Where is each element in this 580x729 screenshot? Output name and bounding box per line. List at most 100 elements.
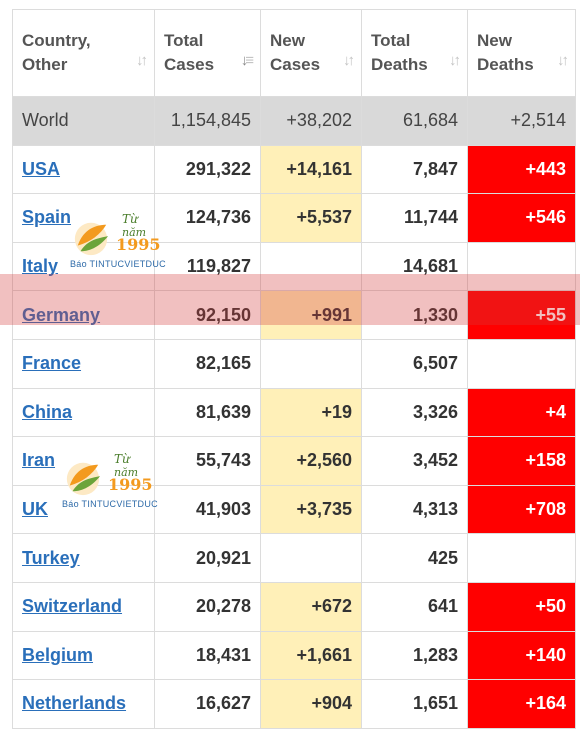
table-row: USA 291,322 +14,161 7,847 +443	[12, 144, 576, 195]
total-cases-cell: 41,903	[154, 484, 261, 535]
new-cases-cell: +19	[260, 387, 362, 438]
world-new-deaths: +2,514	[467, 96, 576, 146]
total-cases-cell: 20,278	[154, 581, 261, 632]
header-new-deaths[interactable]: New Deaths ↓↑	[467, 9, 576, 97]
country-link[interactable]: Italy	[22, 256, 59, 277]
total-cases-cell: 18,431	[154, 630, 261, 681]
table-row: France 82,165 6,507	[12, 338, 576, 389]
table-row: UK 41,903 +3,735 4,313 +708	[12, 484, 576, 535]
new-cases-cell: +14,161	[260, 144, 362, 195]
country-cell: USA	[12, 144, 155, 195]
total-cases-cell: 55,743	[154, 436, 261, 486]
sort-icon[interactable]: ↓↑	[557, 52, 569, 69]
table-row: Switzerland 20,278 +672 641 +50	[12, 581, 576, 632]
total-deaths-cell: 641	[361, 581, 468, 632]
new-deaths-cell	[467, 533, 576, 583]
new-deaths-cell: +443	[467, 144, 576, 195]
new-deaths-cell: +158	[467, 436, 576, 486]
total-deaths-cell: 1,283	[361, 630, 468, 681]
new-deaths-cell: +50	[467, 581, 576, 632]
new-deaths-cell: +164	[467, 679, 576, 729]
country-link[interactable]: Turkey	[22, 547, 80, 568]
total-cases-cell: 81,639	[154, 387, 261, 438]
country-link[interactable]: China	[22, 401, 73, 422]
world-label: World	[12, 96, 155, 146]
total-deaths-cell: 6,507	[361, 338, 468, 389]
country-link[interactable]: UK	[22, 499, 48, 520]
world-new-cases: +38,202	[260, 96, 362, 146]
sort-icon[interactable]: ↓↑	[136, 52, 148, 69]
new-deaths-cell: +140	[467, 630, 576, 681]
country-link[interactable]: Switzerland	[22, 596, 123, 617]
country-link[interactable]: Germany	[22, 304, 101, 325]
new-cases-cell	[260, 241, 362, 292]
new-deaths-cell	[467, 241, 576, 292]
total-cases-cell: 119,827	[154, 241, 261, 292]
country-link[interactable]: Belgium	[22, 644, 94, 665]
total-deaths-cell: 3,326	[361, 387, 468, 438]
total-deaths-cell: 14,681	[361, 241, 468, 292]
table-row: Germany 92,150 +991 1,330 +55	[12, 290, 576, 340]
country-cell: Italy	[12, 241, 155, 292]
table-row: Netherlands 16,627 +904 1,651 +164	[12, 679, 576, 729]
country-cell: China	[12, 387, 155, 438]
table-row: Italy 119,827 14,681	[12, 241, 576, 292]
total-deaths-cell: 11,744	[361, 193, 468, 243]
world-total-cases: 1,154,845	[154, 96, 261, 146]
total-deaths-cell: 425	[361, 533, 468, 583]
new-cases-cell: +904	[260, 679, 362, 729]
country-cell: Spain	[12, 193, 155, 243]
new-cases-cell: +1,661	[260, 630, 362, 681]
new-deaths-cell: +546	[467, 193, 576, 243]
table-row: Belgium 18,431 +1,661 1,283 +140	[12, 630, 576, 681]
sort-icon[interactable]: ↓↑	[343, 52, 355, 69]
total-cases-cell: 291,322	[154, 144, 261, 195]
header-country[interactable]: Country, Other ↓↑	[12, 9, 155, 97]
world-total-deaths: 61,684	[361, 96, 468, 146]
new-cases-cell: +672	[260, 581, 362, 632]
country-link[interactable]: Spain	[22, 207, 72, 228]
country-link[interactable]: Netherlands	[22, 693, 127, 714]
country-cell: Belgium	[12, 630, 155, 681]
header-new-cases[interactable]: New Cases ↓↑	[260, 9, 362, 97]
world-total-row: World 1,154,845 +38,202 61,684 +2,514	[12, 96, 576, 146]
total-cases-cell: 16,627	[154, 679, 261, 729]
new-deaths-cell: +708	[467, 484, 576, 535]
header-row: Country, Other ↓↑ Total Cases ↓≡ New Cases…	[12, 9, 576, 97]
new-cases-cell: +5,537	[260, 193, 362, 243]
country-cell: Netherlands	[12, 679, 155, 729]
total-cases-cell: 124,736	[154, 193, 261, 243]
table-row: Spain 124,736 +5,537 11,744 +546	[12, 193, 576, 243]
country-link[interactable]: Iran	[22, 450, 56, 471]
new-cases-cell: +991	[260, 290, 362, 340]
country-link[interactable]: USA	[22, 158, 61, 179]
total-deaths-cell: 7,847	[361, 144, 468, 195]
table-row: China 81,639 +19 3,326 +4	[12, 387, 576, 438]
country-cell: Germany	[12, 290, 155, 340]
header-total-cases[interactable]: Total Cases ↓≡	[154, 9, 261, 97]
coronavirus-stats-table: Country, Other ↓↑ Total Cases ↓≡ New Cases…	[12, 9, 576, 729]
total-cases-cell: 20,921	[154, 533, 261, 583]
new-cases-cell	[260, 338, 362, 389]
table-row: Iran 55,743 +2,560 3,452 +158	[12, 436, 576, 486]
sort-icon[interactable]: ↓↑	[449, 52, 461, 69]
total-deaths-cell: 3,452	[361, 436, 468, 486]
country-cell: Switzerland	[12, 581, 155, 632]
new-cases-cell	[260, 533, 362, 583]
table-row: Turkey 20,921 425	[12, 533, 576, 583]
total-deaths-cell: 1,330	[361, 290, 468, 340]
country-cell: Turkey	[12, 533, 155, 583]
new-deaths-cell: +4	[467, 387, 576, 438]
total-cases-cell: 82,165	[154, 338, 261, 389]
country-cell: Iran	[12, 436, 155, 486]
country-link[interactable]: France	[22, 353, 82, 374]
header-total-deaths[interactable]: Total Deaths ↓↑	[361, 9, 468, 97]
country-cell: UK	[12, 484, 155, 535]
new-cases-cell: +2,560	[260, 436, 362, 486]
sort-desc-icon[interactable]: ↓≡	[240, 52, 254, 69]
total-deaths-cell: 1,651	[361, 679, 468, 729]
total-cases-cell: 92,150	[154, 290, 261, 340]
new-deaths-cell	[467, 338, 576, 389]
new-cases-cell: +3,735	[260, 484, 362, 535]
country-cell: France	[12, 338, 155, 389]
